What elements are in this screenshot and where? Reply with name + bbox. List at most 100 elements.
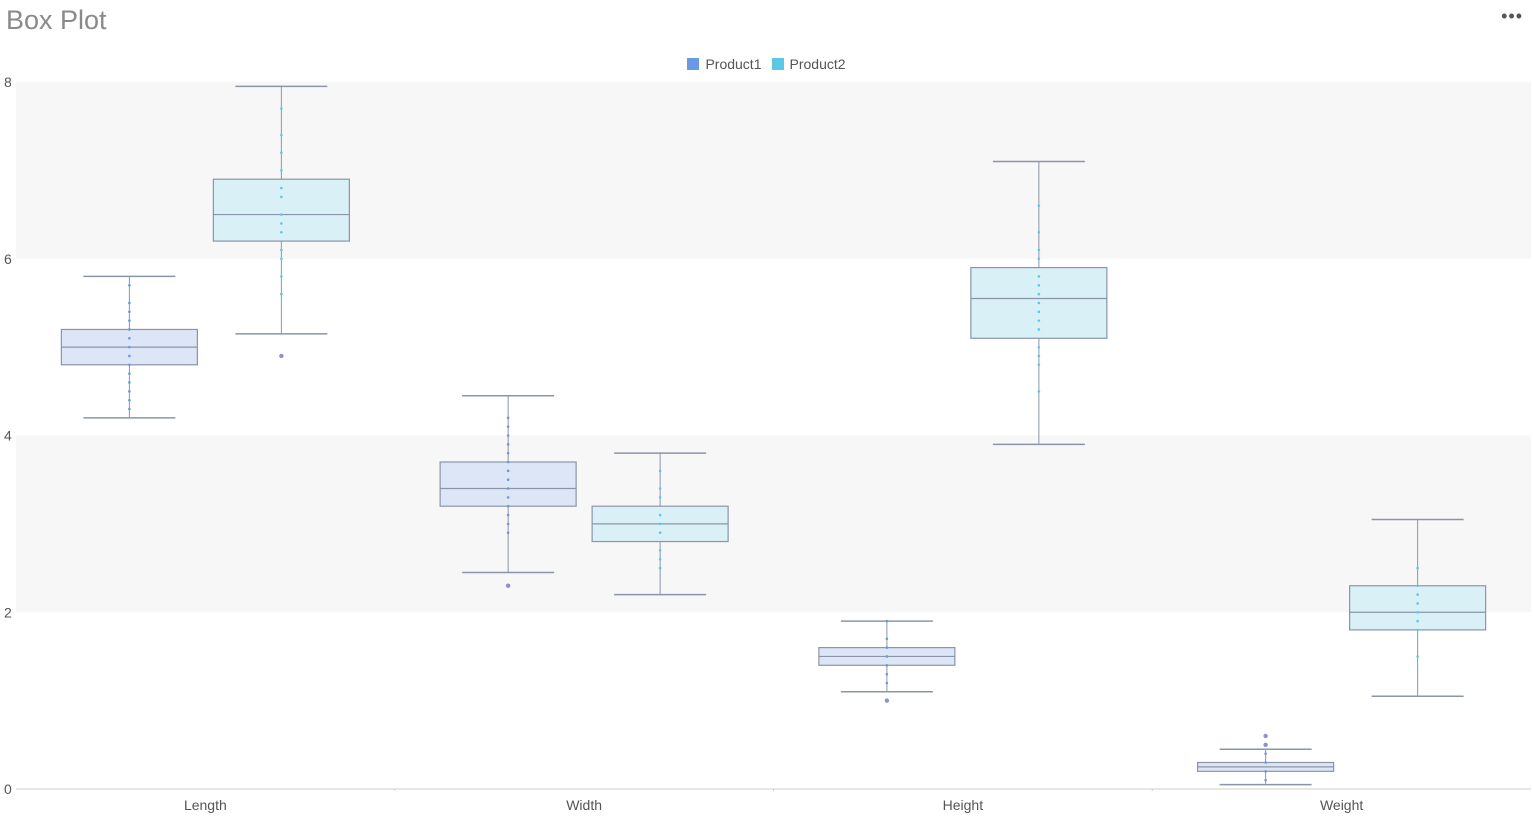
box-product1-width-outlier[interactable] (505, 583, 511, 588)
box-product2-weight-box[interactable] (1349, 585, 1487, 631)
box-product1-width-point (506, 522, 510, 526)
box-product2-height-point (1037, 354, 1041, 358)
box-product2-width-point (658, 557, 662, 561)
box-product2-length-point (280, 230, 283, 234)
legend-swatch-product1 (687, 58, 700, 70)
box-product2-weight-point (1416, 628, 1419, 632)
box-product2-length-point (280, 292, 283, 296)
box-product1-length-point (128, 301, 131, 305)
box-product2-length-point (280, 213, 283, 216)
box-product1-length-point (128, 328, 131, 331)
box-product1-width-point (506, 443, 510, 446)
box-product2-height-point (1037, 204, 1041, 208)
box-product1-weight-outlier[interactable] (1263, 733, 1268, 739)
box-product2-height-point (1037, 257, 1041, 261)
box-product1-length-point (128, 398, 131, 402)
box-product2-weight-point (1416, 619, 1419, 623)
box-product1-width-point (506, 513, 510, 517)
box-product1-width-point (506, 478, 510, 481)
legend-label-product2: Product2 (789, 56, 846, 72)
box-product2-height-point (1037, 230, 1041, 234)
x-tick-label: Height (943, 797, 984, 813)
box-product1-weight-point (1264, 761, 1267, 764)
y-tick-label: 6 (4, 251, 12, 267)
box-product1-height-point (885, 672, 889, 676)
box-product1-width-point (506, 487, 510, 490)
box-product2-length-point (280, 275, 283, 278)
x-tick-label: Length (184, 797, 227, 813)
box-product2-length-point (280, 169, 283, 172)
box-product1-weight-point (1264, 770, 1267, 773)
box-product1-height-point (885, 663, 889, 667)
box-product2-width-point (658, 496, 662, 499)
legend: Product1 Product2 (0, 56, 1533, 72)
box-product1-length-point (128, 381, 131, 384)
box-product1-width-point (506, 416, 510, 420)
box-product1-length-point (128, 310, 131, 314)
box-product1-width-box[interactable] (439, 461, 577, 507)
box-product2-length-box[interactable] (212, 178, 350, 242)
box-product1-width-point (506, 434, 510, 437)
box-product1-length-point (128, 354, 131, 358)
box-product1-height-point (885, 637, 889, 641)
box-product2-weight-point (1416, 584, 1419, 588)
box-product2-width-point (658, 522, 662, 526)
box-product2-weight-point (1416, 593, 1419, 596)
box-product2-length-point (280, 248, 283, 252)
box-product1-width-point (506, 504, 510, 508)
box-product1-width-point (506, 451, 510, 455)
box-product1-height-point (885, 619, 889, 623)
box-product2-height-point (1037, 248, 1041, 252)
box-product2-length-point (280, 222, 283, 225)
box-product2-height-point (1037, 283, 1041, 287)
box-product1-weight-outlier[interactable] (1263, 742, 1268, 748)
box-product2-height-point (1037, 301, 1041, 305)
box-product2-height-point (1037, 319, 1041, 322)
box-product1-weight-point (1264, 778, 1267, 782)
box-product1-length-point (128, 283, 131, 287)
box-product2-height-point (1037, 275, 1041, 278)
more-options-icon[interactable]: ••• (1501, 6, 1523, 26)
box-product1-width-point (506, 469, 510, 473)
box-product2-width-point (658, 531, 662, 535)
box-product2-height-point (1037, 292, 1041, 296)
x-tick-label: Weight (1320, 797, 1363, 813)
y-tick-label: 0 (4, 781, 12, 797)
box-product2-length-point (280, 195, 283, 199)
box-product1-height-point (885, 655, 889, 658)
legend-swatch-product2 (771, 58, 784, 70)
box-product1-width-point (506, 496, 510, 499)
legend-item-product1[interactable]: Product1 (687, 56, 762, 72)
x-tick-label: Width (566, 797, 602, 813)
box-product2-length-point (280, 107, 283, 110)
box-product2-length-point (280, 186, 283, 190)
box-product2-weight-point (1416, 610, 1419, 614)
box-product1-length-point (128, 345, 131, 349)
box-product1-length-point (128, 407, 131, 411)
box-product2-width-point (658, 549, 662, 552)
box-product1-height-point (885, 646, 889, 649)
box-product2-height-point (1037, 390, 1041, 393)
box-product2-height-point (1037, 363, 1041, 367)
box-product2-height-point (1037, 345, 1041, 349)
y-tick-label: 2 (4, 604, 12, 620)
box-product2-weight-point (1416, 655, 1419, 658)
box-product1-weight-point (1264, 752, 1267, 755)
box-product2-length-outlier[interactable] (279, 353, 284, 359)
y-tick-label: 4 (4, 428, 12, 444)
box-product2-weight-point (1416, 602, 1419, 605)
chart-title: Box Plot (6, 5, 107, 35)
legend-item-product2[interactable]: Product2 (771, 56, 846, 72)
box-product1-height-outlier[interactable] (884, 698, 890, 703)
box-product2-length-point (280, 257, 283, 261)
box-product1-length-point (128, 336, 131, 340)
box-product1-length-point (128, 372, 131, 375)
box-product2-width-point (658, 487, 662, 490)
box-product1-width-point (506, 460, 510, 464)
box-product2-length-point (280, 151, 283, 154)
box-product2-width-point (658, 513, 662, 517)
box-product1-height-point (885, 681, 889, 685)
box-product2-height-point (1037, 310, 1041, 314)
y-tick-label: 8 (4, 74, 12, 90)
